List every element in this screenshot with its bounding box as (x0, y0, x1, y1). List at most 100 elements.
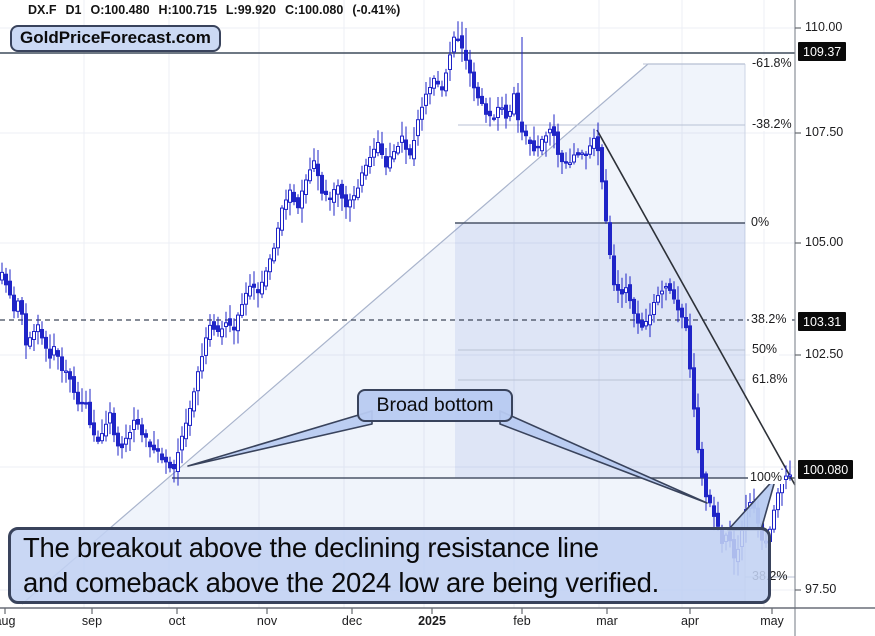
candle-body (460, 35, 464, 49)
candle-body (772, 509, 776, 530)
candle-body (236, 314, 240, 332)
candle-body (624, 287, 628, 294)
candle-body (400, 135, 404, 143)
candle-body (276, 227, 280, 249)
candle-body (216, 325, 220, 332)
candle-body (212, 321, 216, 330)
candle-body (496, 106, 500, 119)
fib-level-label: -38.2% (750, 117, 794, 131)
candle-body (544, 135, 548, 143)
candle-body (196, 371, 200, 392)
candle-body (36, 324, 40, 333)
candle-body (192, 391, 196, 412)
candle-body (572, 154, 576, 163)
candle-body (404, 139, 408, 150)
candle-body (700, 448, 704, 478)
resistance-line (596, 129, 796, 486)
broad-bottom-callout[interactable]: Broad bottom (357, 389, 513, 422)
candle-body (596, 136, 600, 152)
timeframe: D1 (65, 3, 82, 17)
candle-body (112, 412, 116, 436)
candle-series (0, 21, 792, 576)
candle-body (320, 174, 324, 194)
candle-body (384, 156, 388, 168)
candle-body (552, 126, 556, 136)
candle-body (508, 111, 512, 117)
candle-body (684, 317, 688, 329)
candle-body (640, 320, 644, 328)
candle-body (444, 72, 448, 92)
candle-body (468, 59, 472, 74)
candle-body (180, 435, 184, 451)
candle-body (108, 412, 112, 424)
candle-body (532, 140, 536, 152)
candle-body (372, 148, 376, 158)
candle-body (432, 77, 436, 89)
candle-body (452, 36, 456, 53)
candle-body (408, 148, 412, 156)
candle-body (20, 300, 24, 315)
candle-body (248, 285, 252, 297)
candle-body (24, 313, 28, 346)
candle-body (672, 289, 676, 300)
candle-body (504, 104, 508, 119)
candle-body (376, 142, 380, 154)
candle-body (332, 189, 336, 203)
candle-body (520, 121, 524, 133)
candle-body (64, 370, 68, 373)
candle-body (668, 283, 672, 291)
candle-body (480, 95, 484, 105)
candle-body (540, 138, 544, 152)
candle-body (200, 356, 204, 372)
candle-body (308, 169, 312, 182)
candle-body (84, 402, 88, 405)
candle-body (28, 337, 32, 347)
note-line-2: and comeback above the 2024 low are bein… (23, 566, 659, 598)
candle-body (344, 194, 348, 208)
candle-body (576, 152, 580, 156)
candle-body (420, 106, 424, 120)
time-axis[interactable] (0, 608, 795, 636)
candle-body (364, 164, 368, 176)
candle-body (340, 183, 344, 199)
candle-body (676, 299, 680, 311)
candle-body (96, 436, 100, 442)
candle-body (136, 419, 140, 425)
candle-body (172, 464, 176, 470)
candle-body (560, 152, 564, 163)
candle-body (16, 300, 20, 312)
candle-body (140, 424, 144, 436)
candle-body (156, 448, 160, 452)
candle-body (716, 512, 720, 527)
candle-body (232, 326, 236, 331)
candle-body (44, 336, 48, 349)
candle-body (648, 314, 652, 326)
candle-body (168, 461, 172, 469)
candle-body (188, 408, 192, 426)
price-badge: 109.37 (798, 42, 847, 61)
candle-body (76, 391, 80, 405)
candle-body (464, 49, 468, 61)
candle-body (296, 197, 300, 209)
candle-body (176, 452, 180, 473)
candle-body (592, 137, 596, 149)
candle-body (312, 160, 316, 170)
note-annotation-box[interactable]: The breakout above the declining resista… (8, 527, 771, 604)
change-percent: (-0.41%) (352, 3, 401, 17)
month-label: aug (0, 614, 16, 628)
candle-body (244, 292, 248, 305)
candle-body (32, 331, 36, 340)
candle-body (128, 432, 132, 440)
candle-body (632, 298, 636, 314)
candle-body (564, 161, 568, 164)
candle-body (256, 289, 260, 294)
candle-body (300, 190, 304, 209)
candle-body (12, 294, 16, 312)
candle-body (220, 328, 224, 338)
price-badge: 103.31 (798, 312, 847, 331)
candle-body (776, 492, 780, 511)
candle-body (252, 283, 256, 288)
candle-body (328, 197, 332, 201)
candle-body (548, 128, 552, 134)
